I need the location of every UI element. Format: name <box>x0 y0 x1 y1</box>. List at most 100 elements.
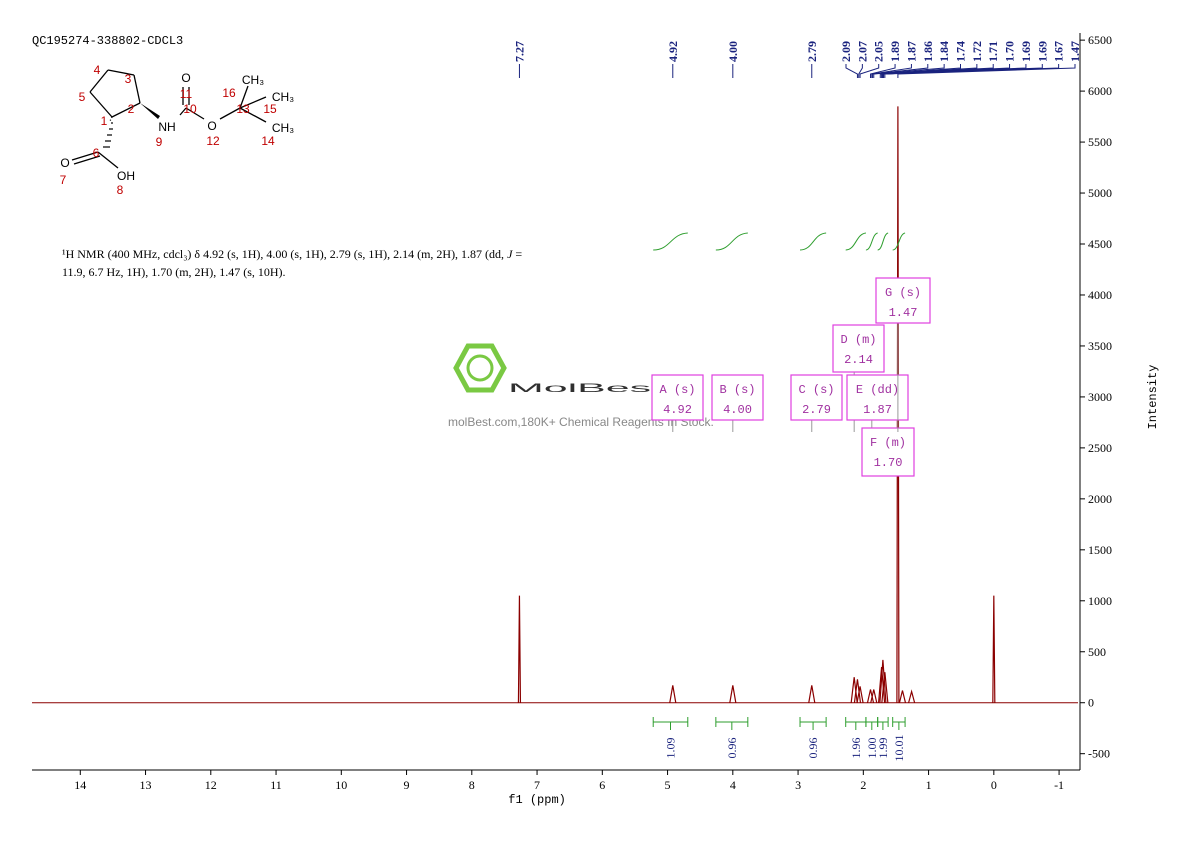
integral-curve <box>653 232 688 251</box>
description-part: J <box>507 247 513 261</box>
peak-label-leader <box>879 64 961 78</box>
x-tick-label: 0 <box>991 778 997 792</box>
y-tick-label: 3000 <box>1088 390 1112 404</box>
peak-label: 2.09 <box>839 41 853 62</box>
atom-label: O <box>60 156 69 170</box>
x-tick-label: 7 <box>534 778 540 792</box>
nmr-description: ¹H NMR (400 MHz, cdcl₃) δ 4.92 (s, 1H), … <box>62 247 522 261</box>
integral-value: 10.01 <box>892 735 906 762</box>
atom-number: 14 <box>261 134 275 148</box>
integral-value: 0.96 <box>725 738 739 759</box>
x-tick-label: 14 <box>74 778 86 792</box>
peak-label: 7.27 <box>512 41 526 62</box>
watermark-logo <box>453 343 507 393</box>
atom-label: CH₃ <box>242 73 264 87</box>
multiplet-shift: 1.87 <box>863 403 892 417</box>
peak-label-leader <box>897 64 1076 78</box>
peak-label: 4.00 <box>726 41 740 62</box>
x-tick-label: 9 <box>404 778 410 792</box>
multiplet-box <box>651 374 704 421</box>
spectrum-peak <box>517 595 522 703</box>
atom-number: 5 <box>79 90 86 104</box>
peak-label-leader <box>869 64 896 78</box>
wedge-bond <box>140 103 160 119</box>
atom-number: 1 <box>101 114 108 128</box>
integral-curve <box>799 232 827 251</box>
y-tick-label: 4000 <box>1088 288 1112 302</box>
spectrum-peak <box>896 106 900 703</box>
multiplet-shift: 4.00 <box>723 403 752 417</box>
atom-number: 9 <box>156 135 163 149</box>
spectrum-peak <box>908 689 916 703</box>
y-tick-label: 4500 <box>1088 237 1112 251</box>
x-tick-label: 6 <box>599 778 605 792</box>
peak-label: 2.05 <box>872 41 886 62</box>
multiplet-label: E (dd) <box>856 383 899 397</box>
atom-label: CH₃ <box>272 121 294 135</box>
multiplet-label: G (s) <box>885 286 921 300</box>
multiplet-shift: 4.92 <box>663 403 692 417</box>
atom-number: 10 <box>183 102 197 116</box>
atom-number: 2 <box>128 102 135 116</box>
spectrum-peak <box>856 686 864 703</box>
peak-label-leader <box>859 64 880 78</box>
integral-curve <box>715 232 748 251</box>
peak-label: 1.89 <box>888 41 902 62</box>
spectrum-peak <box>669 685 677 703</box>
y-tick-label: 2500 <box>1088 441 1112 455</box>
atom-number: 15 <box>263 102 277 116</box>
spectrum-peak <box>898 690 907 703</box>
spectrum-peak <box>853 679 862 703</box>
spectrum-peak <box>881 672 889 703</box>
atom-number: 3 <box>125 72 132 86</box>
y-tick-label: 3500 <box>1088 339 1112 353</box>
integral-value: 1.96 <box>849 738 863 759</box>
peak-label: 1.70 <box>1003 41 1017 62</box>
peak-label: 4.92 <box>666 41 680 62</box>
peak-label: 1.74 <box>954 41 968 62</box>
atom-number: 8 <box>117 183 124 197</box>
multiplet-box <box>790 374 843 421</box>
multiplet-shift: 1.47 <box>889 306 918 320</box>
y-tick-label: -500 <box>1088 747 1110 761</box>
integral-curve <box>865 232 878 251</box>
spectrum-peak <box>866 689 875 703</box>
integral-value: 1.00 <box>865 738 879 759</box>
peak-label-leader <box>871 64 929 78</box>
description-part: = <box>512 247 522 261</box>
x-tick-label: 11 <box>270 778 282 792</box>
x-tick-label: 5 <box>665 778 671 792</box>
atom-number: 16 <box>222 86 236 100</box>
spectrum-peak <box>870 689 878 703</box>
x-tick-label: 10 <box>335 778 347 792</box>
spectrum-peak <box>992 595 996 703</box>
multiplet-label: A (s) <box>659 383 695 397</box>
atom-number: 13 <box>236 102 250 116</box>
atom-number: 4 <box>94 63 101 77</box>
peak-label: 1.87 <box>904 41 918 62</box>
peak-label: 2.07 <box>855 41 869 62</box>
integral-value: 1.09 <box>663 738 677 759</box>
multiplet-box <box>711 374 764 421</box>
atom-label: OH <box>117 169 135 183</box>
molecule-bonds <box>71 69 267 169</box>
atom-label: O <box>207 119 216 133</box>
y-axis-label: Intensity <box>1146 365 1160 430</box>
peak-label: 1.69 <box>1035 41 1049 62</box>
multiplet-label: B (s) <box>719 383 755 397</box>
integral-value: 1.99 <box>876 738 890 759</box>
peak-label: 1.67 <box>1052 41 1066 62</box>
integral-curve <box>877 232 889 251</box>
peak-label-leader <box>845 64 858 78</box>
watermark-brand: MolBest <box>508 381 665 395</box>
y-tick-label: 500 <box>1088 645 1106 659</box>
y-tick-label: 1500 <box>1088 543 1112 557</box>
atom-number: 7 <box>60 173 67 187</box>
spectrum-peak <box>729 685 737 703</box>
spectrum-peak <box>808 685 816 703</box>
header: QC195274-338802-CDCL3 <box>32 34 183 48</box>
atom-number: 6 <box>93 146 100 160</box>
y-tick-label: 5500 <box>1088 135 1112 149</box>
peak-label: 1.72 <box>970 41 984 62</box>
